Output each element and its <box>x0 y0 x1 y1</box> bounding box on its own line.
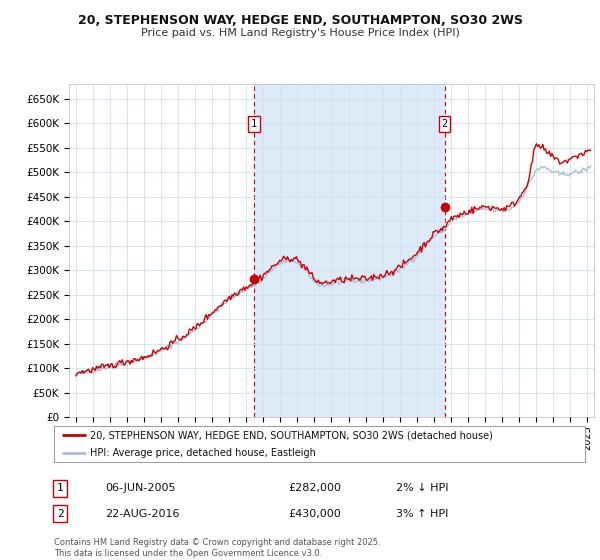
Text: 20, STEPHENSON WAY, HEDGE END, SOUTHAMPTON, SO30 2WS: 20, STEPHENSON WAY, HEDGE END, SOUTHAMPT… <box>77 14 523 27</box>
Bar <box>254 84 445 417</box>
Text: £430,000: £430,000 <box>288 508 341 519</box>
Text: Price paid vs. HM Land Registry's House Price Index (HPI): Price paid vs. HM Land Registry's House … <box>140 28 460 38</box>
Text: Contains HM Land Registry data © Crown copyright and database right 2025.
This d: Contains HM Land Registry data © Crown c… <box>54 538 380 558</box>
Text: 1: 1 <box>56 483 64 493</box>
Text: 1: 1 <box>251 119 257 129</box>
Text: 2: 2 <box>442 119 448 129</box>
Text: 06-JUN-2005: 06-JUN-2005 <box>105 483 176 493</box>
Text: HPI: Average price, detached house, Eastleigh: HPI: Average price, detached house, East… <box>90 448 316 458</box>
Text: 22-AUG-2016: 22-AUG-2016 <box>105 508 179 519</box>
Text: 2: 2 <box>56 508 64 519</box>
Text: 20, STEPHENSON WAY, HEDGE END, SOUTHAMPTON, SO30 2WS (detached house): 20, STEPHENSON WAY, HEDGE END, SOUTHAMPT… <box>90 430 493 440</box>
Text: 2% ↓ HPI: 2% ↓ HPI <box>396 483 449 493</box>
Text: 3% ↑ HPI: 3% ↑ HPI <box>396 508 448 519</box>
Text: £282,000: £282,000 <box>288 483 341 493</box>
